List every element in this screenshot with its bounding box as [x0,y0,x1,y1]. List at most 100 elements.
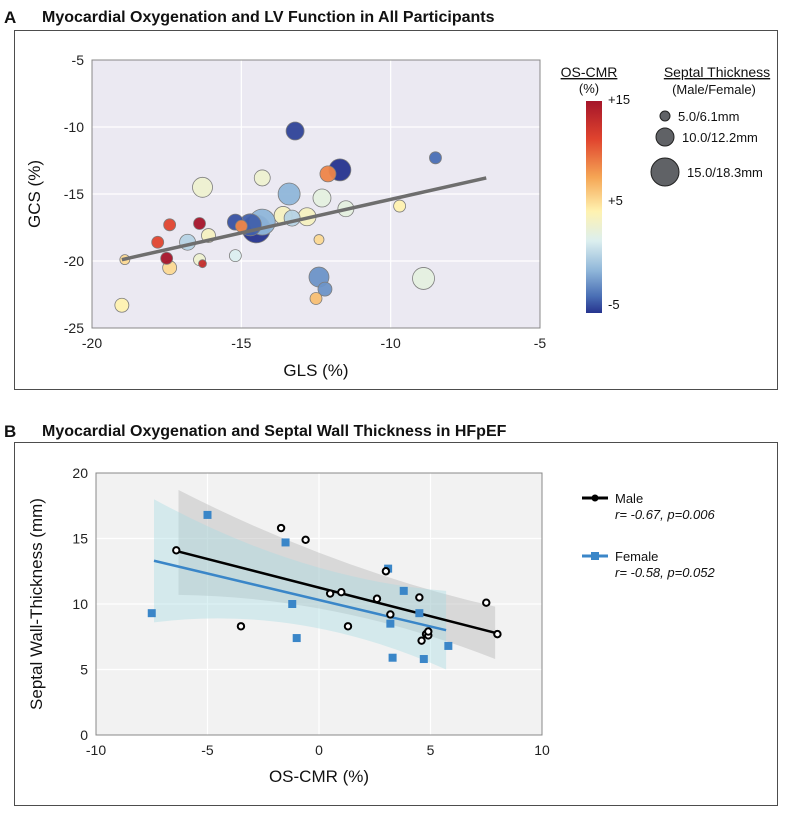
panel-b-label: B [4,422,17,441]
color-bar-tick: +5 [608,193,623,208]
x-tick-label: -5 [201,742,214,758]
data-point [412,267,435,290]
female-point [415,609,424,618]
male-point [343,622,353,631]
y-tick-label: -15 [64,186,84,202]
panel-a-label: A [4,8,17,27]
legend-marker-male [591,494,599,502]
male-point [417,636,426,645]
legend-label-male: Male [615,491,643,506]
y-tick-label: 0 [80,727,88,743]
data-point [114,297,130,313]
data-point [198,259,207,269]
female-point [292,634,301,643]
confidence-band-female [153,499,447,670]
data-point [193,217,206,230]
male-point [172,546,181,555]
trendline [121,176,487,262]
x-tick-label: 0 [315,742,323,758]
color-legend-title: OS-CMR [561,64,618,80]
x-tick-label: -20 [82,335,102,351]
x-tick-label: -5 [534,335,547,351]
x-tick-label: -10 [381,335,401,351]
y-axis-label: GCS (%) [25,160,44,228]
data-point [151,235,165,249]
x-tick-label: -10 [86,742,106,758]
y-tick-label: 10 [72,596,88,612]
data-point [253,169,271,187]
size-legend-marker [650,157,680,187]
legend-marker-female [591,552,599,560]
legend-stats-male: r= -0.67, p=0.006 [615,507,716,522]
size-legend-title: Septal Thickness [664,64,770,80]
female-point [288,600,297,608]
x-axis-label: GLS (%) [283,361,348,380]
y-tick-label: -20 [64,253,84,269]
female-point [388,653,397,662]
size-legend-label: 5.0/6.1mm [678,109,739,124]
female-point [419,655,428,664]
data-point [163,218,177,232]
data-point [160,251,174,265]
male-point [493,629,502,639]
male-point [386,610,395,619]
female-point [399,586,408,595]
male-point [424,627,433,636]
color-bar-tick: +15 [608,92,630,107]
size-legend-label: 10.0/12.2mm [682,130,758,145]
y-axis-label: Septal Wall-Thickness (mm) [27,498,46,710]
x-tick-label: 5 [427,742,435,758]
female-point [281,538,290,547]
x-axis-label: OS-CMR (%) [269,767,369,786]
color-legend-unit: (%) [579,81,599,96]
color-bar [586,101,602,313]
y-tick-label: 15 [72,531,88,547]
female-point [203,510,212,519]
legend-label-female: Female [615,549,658,564]
color-bar-tick: -5 [608,297,620,312]
male-point [337,588,346,597]
size-legend-subtitle: (Male/Female) [672,82,756,97]
x-tick-label: -15 [231,335,251,351]
data-point [319,165,337,183]
y-tick-label: 20 [72,465,88,481]
male-point [276,523,286,533]
y-tick-label: -5 [72,52,85,68]
male-point [236,622,246,631]
chart-a-title: Myocardial Oxygenation and LV Function i… [42,9,495,26]
data-point [228,249,242,263]
plot-frame-a [91,59,541,329]
data-point [393,199,407,213]
data-point [312,188,332,208]
data-point [285,121,305,141]
female-point [444,641,453,650]
plot-frame-b [95,472,543,736]
fit-line-male [178,550,496,635]
data-point [317,281,333,297]
data-point [277,182,301,206]
data-point [192,176,213,198]
data-point [313,234,325,245]
male-point [325,589,335,598]
fit-line-female [153,559,447,632]
y-tick-label: 5 [80,662,88,678]
data-point [309,292,323,305]
size-legend-label: 15.0/18.3mm [687,165,763,180]
size-legend-marker [659,110,671,122]
male-point [372,594,382,603]
male-point [301,535,310,545]
male-point [415,593,424,602]
size-legend-marker [655,127,675,147]
y-tick-label: -10 [64,119,84,135]
male-point [381,567,391,576]
legend-stats-female: r= -0.58, p=0.052 [615,565,716,580]
female-point [386,619,395,628]
x-tick-label: 10 [534,742,550,758]
male-point [482,598,491,607]
data-point [429,151,442,165]
female-point [147,609,156,618]
y-tick-label: -25 [64,320,84,336]
chart-b-title: Myocardial Oxygenation and Septal Wall T… [42,423,507,440]
